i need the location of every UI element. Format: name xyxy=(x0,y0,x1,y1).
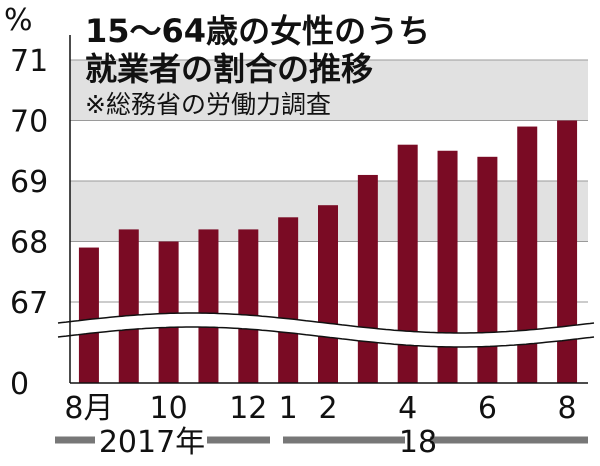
grid-band-0 xyxy=(70,60,588,121)
x-tick-labels: 8月 10 12 1 2 4 6 8 xyxy=(64,391,576,426)
y-tick-label: 70 xyxy=(10,105,48,140)
x-tick-label: 2 xyxy=(318,391,337,426)
bar-2018-06 xyxy=(477,156,498,383)
y-tick-label: 68 xyxy=(10,226,48,261)
bar-2018-04 xyxy=(397,144,418,383)
x-tick-label: 1 xyxy=(279,391,298,426)
y-axis-unit: % xyxy=(4,3,33,38)
x-tick-label: 4 xyxy=(398,391,417,426)
bar-2018-03 xyxy=(357,174,378,383)
x-tick-label: 8月 xyxy=(64,391,113,426)
chart-title-line-1: 15～64歳の女性のうち xyxy=(85,12,430,50)
bar-2018-07 xyxy=(517,126,538,384)
bar-2018-01 xyxy=(278,217,299,383)
y-tick-label: 71 xyxy=(10,44,48,79)
x-tick-label: 10 xyxy=(150,391,188,426)
axis-break-line-upper xyxy=(57,312,595,334)
bar-2017-10 xyxy=(158,241,179,383)
year-segment-3 xyxy=(430,436,588,444)
bar-2018-02 xyxy=(318,205,338,383)
year-label-2018: 18 xyxy=(399,425,437,460)
year-segment-0 xyxy=(55,436,95,444)
bar-2017-09 xyxy=(118,229,139,383)
y-tick-label: 69 xyxy=(10,165,48,200)
y-tick-label: 0 xyxy=(10,367,29,402)
y-tick-label: 67 xyxy=(10,286,48,321)
bar-2017-12 xyxy=(238,229,259,383)
year-label-2017: 2017年 xyxy=(99,425,205,460)
x-tick-label: 12 xyxy=(229,391,267,426)
year-segment-2 xyxy=(283,436,405,444)
year-segment-1 xyxy=(207,436,270,444)
bar-2018-05 xyxy=(437,150,458,383)
bar-series xyxy=(78,120,578,384)
y-tick-labels: 71 70 69 68 67 0 xyxy=(10,44,48,402)
chart-note: ※総務省の労働力調査 xyxy=(85,90,331,119)
x-tick-label: 8 xyxy=(558,391,577,426)
x-tick-label: 6 xyxy=(478,391,497,426)
bar-2018-08 xyxy=(557,120,578,383)
bar-2017-11 xyxy=(198,229,219,383)
bar-2017-08 xyxy=(78,247,99,383)
gridlines xyxy=(70,59,588,303)
chart-title-line-2: 就業者の割合の推移 xyxy=(85,50,373,88)
axis-break-gap xyxy=(58,313,594,347)
axis-break xyxy=(57,312,595,348)
axis-break-line-lower xyxy=(57,326,595,348)
year-indicator: 2017年 18 xyxy=(55,425,588,460)
